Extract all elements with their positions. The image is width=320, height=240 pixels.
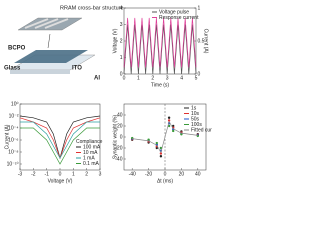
series-line xyxy=(123,24,197,75)
legend-label: 10 mA xyxy=(83,150,98,156)
legend-label: 100s xyxy=(191,122,202,128)
device-diagram: RRAM cross-bar structure BCPO Glass ITO … xyxy=(4,5,124,81)
y2-axis-label: Current (A) xyxy=(203,29,209,54)
electrode-line xyxy=(34,18,59,29)
x-tick-label: -40 xyxy=(129,171,136,177)
y-tick-label: 10⁻⁸ xyxy=(8,149,18,155)
data-point xyxy=(167,119,171,122)
data-point xyxy=(167,116,171,119)
x-axis-label: Time (s) xyxy=(151,82,169,88)
y-tick-label: 10⁻⁴ xyxy=(8,125,18,131)
x-tick-label: -3 xyxy=(18,171,23,177)
y-tick-label: 10⁰ xyxy=(11,101,19,107)
glass-edge xyxy=(10,70,70,74)
series-line xyxy=(20,127,100,165)
y-tick-label: 1 xyxy=(120,55,123,61)
y-tick-label: 0 xyxy=(120,71,123,77)
legend-label: 10s xyxy=(191,111,200,117)
y-tick-label: 20 xyxy=(117,123,123,129)
bcpo-label: BCPO xyxy=(8,46,26,52)
x-tick-label: 0 xyxy=(164,171,167,177)
al-label: Al xyxy=(94,76,100,82)
y-tick-label: 40 xyxy=(117,112,123,118)
y-axis-label: Voltage (V) xyxy=(112,28,118,53)
x-tick-label: 2 xyxy=(85,171,88,177)
y2-tick-label: 1 xyxy=(198,5,201,11)
series-line xyxy=(20,121,100,159)
data-point xyxy=(180,133,183,136)
x-axis-label: Δt (ms) xyxy=(157,178,173,184)
legend-label: Response current xyxy=(159,15,199,21)
legend-label: 0.1 mA xyxy=(83,161,100,167)
data-point xyxy=(172,129,175,133)
electrode-line xyxy=(24,18,49,29)
legend-title: Compliance xyxy=(76,139,103,145)
data-point xyxy=(159,155,163,158)
x-tick-label: -1 xyxy=(44,171,49,177)
y-tick-label: 10⁻⁶ xyxy=(8,137,18,143)
legend-label: 1s xyxy=(191,105,197,111)
y-tick-label: 4 xyxy=(120,5,123,11)
electrode-line xyxy=(44,18,69,29)
y2-tick-label: 0.5 xyxy=(198,38,205,44)
x-tick-label: 20 xyxy=(179,171,185,177)
y-tick-label: 3 xyxy=(120,22,123,28)
x-tick-label: 3 xyxy=(99,171,102,177)
y-tick-label: 10⁻¹⁰ xyxy=(7,161,19,167)
y-tick-label: 0 xyxy=(120,134,123,140)
data-point xyxy=(167,124,171,128)
series-line xyxy=(132,120,198,154)
x-tick-label: 1 xyxy=(137,75,140,81)
y-tick-label: -40 xyxy=(115,156,122,162)
x-tick-label: 4 xyxy=(180,75,183,81)
x-tick-label: 0 xyxy=(123,75,126,81)
legend-label: Voltage pulse xyxy=(159,9,189,15)
data-point xyxy=(147,138,150,141)
x-tick-label: 2 xyxy=(151,75,154,81)
x-tick-label: -20 xyxy=(145,171,152,177)
legend-label: Fitted curve xyxy=(191,127,212,133)
x-tick-label: 3 xyxy=(166,75,169,81)
crossbar xyxy=(17,17,83,31)
y-tick-label: -20 xyxy=(115,145,122,151)
figure: RRAM cross-bar structure BCPO Glass ITO … xyxy=(4,5,212,184)
series-line xyxy=(123,17,197,68)
y-axis-label: Synaptic weight (%) xyxy=(112,115,118,160)
x-tick-label: 1 xyxy=(72,171,75,177)
y-axis-label: Current (A) xyxy=(4,124,10,149)
x-tick-label: 0 xyxy=(59,171,62,177)
y-tick-label: 2 xyxy=(120,38,123,44)
bcpo-layer xyxy=(14,50,88,63)
legend-label: 1 mA xyxy=(83,155,95,161)
x-tick-label: 40 xyxy=(195,171,201,177)
y-tick-label: 10⁻² xyxy=(9,113,19,119)
y2-tick-label: 0 xyxy=(198,71,201,77)
x-axis-label: Voltage (V) xyxy=(48,178,73,184)
x-tick-label: -2 xyxy=(31,171,36,177)
data-point xyxy=(155,141,158,145)
glass-label: Glass xyxy=(4,66,21,72)
data-point xyxy=(155,146,158,150)
legend-label: 50s xyxy=(191,116,200,122)
ito-label: ITO xyxy=(72,66,82,72)
data-point xyxy=(159,152,163,155)
data-point xyxy=(172,124,175,128)
x-tick-label: 5 xyxy=(195,75,198,81)
arrow xyxy=(47,33,51,49)
data-point xyxy=(159,146,163,150)
structure-label: RRAM cross-bar structure xyxy=(60,5,124,11)
legend-label: 100 mA xyxy=(83,144,101,150)
